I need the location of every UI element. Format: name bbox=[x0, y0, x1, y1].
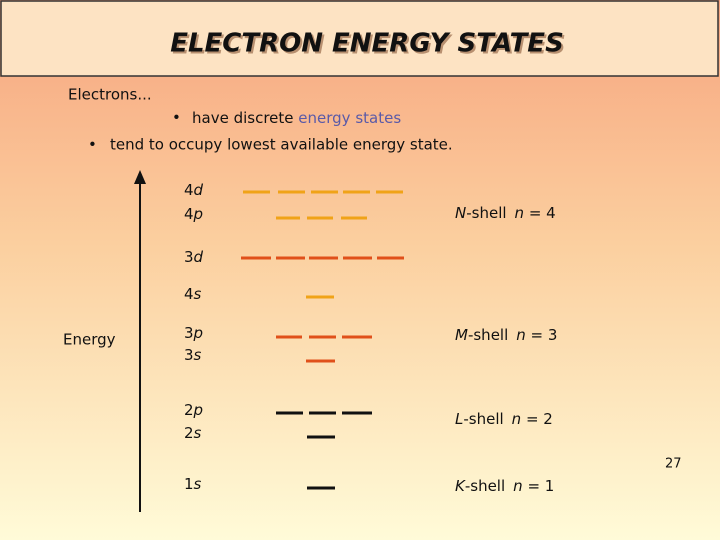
level-label: 4d bbox=[184, 181, 204, 199]
principal: 1 bbox=[184, 475, 194, 493]
subshell: d bbox=[194, 248, 204, 266]
principal: 3 bbox=[184, 324, 194, 342]
bullet-text: tend to occupy lowest available energy s… bbox=[110, 136, 453, 154]
axis-label: Energy bbox=[63, 331, 116, 349]
orbitals bbox=[241, 190, 404, 490]
subshell: p bbox=[193, 205, 204, 223]
subshell: s bbox=[194, 424, 202, 442]
subshell: s bbox=[194, 475, 202, 493]
level-label: 4p bbox=[184, 205, 203, 223]
shell-label: K-shell n = 1 bbox=[455, 477, 554, 495]
principal: 2 bbox=[184, 424, 194, 442]
principal: 2 bbox=[184, 401, 194, 419]
bullet: • bbox=[172, 109, 181, 127]
page-number: 27 bbox=[665, 457, 682, 472]
principal: 4 bbox=[184, 285, 194, 303]
level-label: 3p bbox=[184, 324, 203, 342]
arrow-head bbox=[134, 170, 146, 184]
quantum-var: n bbox=[515, 204, 525, 222]
shell-letter: N bbox=[455, 204, 466, 222]
subshell: p bbox=[193, 324, 204, 342]
subshell: d bbox=[194, 181, 204, 199]
principal: 3 bbox=[184, 346, 194, 364]
shell-letter: K bbox=[455, 477, 466, 495]
level-label: 2p bbox=[184, 401, 203, 419]
quantum-var: n bbox=[516, 326, 526, 344]
shell-label: N-shell n = 4 bbox=[455, 204, 556, 222]
shell-suffix: -shell bbox=[465, 477, 505, 495]
quantum-eq: = 2 bbox=[521, 410, 553, 428]
shell-suffix: -shell bbox=[466, 204, 506, 222]
bullet: • bbox=[88, 136, 97, 154]
quantum-eq: = 1 bbox=[523, 477, 555, 495]
subshell: p bbox=[193, 401, 204, 419]
text: have discrete bbox=[192, 109, 298, 127]
shell-suffix: -shell bbox=[468, 326, 508, 344]
principal: 3 bbox=[184, 248, 194, 266]
quantum-var: n bbox=[513, 477, 523, 495]
principal: 4 bbox=[184, 181, 194, 199]
highlight: energy states bbox=[298, 109, 401, 127]
quantum-eq: = 4 bbox=[524, 204, 556, 222]
shell-label: L-shell n = 2 bbox=[455, 410, 553, 428]
level-label: 4s bbox=[184, 285, 202, 303]
title-shadow: ELECTRON ENERGY STATES bbox=[172, 31, 566, 61]
title: ELECTRON ENERGY STATES bbox=[170, 29, 564, 59]
shell-letter: L bbox=[455, 410, 463, 428]
quantum-eq: = 3 bbox=[526, 326, 558, 344]
bullet-text: have discrete energy states bbox=[192, 109, 401, 127]
principal: 4 bbox=[184, 205, 194, 223]
subshell: s bbox=[194, 285, 202, 303]
shell-labels: N-shell n = 4M-shell n = 3L-shell n = 2K-sh… bbox=[455, 204, 557, 495]
level-label: 1s bbox=[184, 475, 202, 493]
title-box bbox=[0, 0, 719, 77]
subshell: s bbox=[194, 346, 202, 364]
level-label: 2s bbox=[184, 424, 202, 442]
shell-label: M-shell n = 3 bbox=[455, 326, 557, 344]
shell-suffix: -shell bbox=[463, 410, 503, 428]
level-label: 3d bbox=[184, 248, 204, 266]
intro: Electrons... bbox=[68, 86, 152, 104]
quantum-var: n bbox=[512, 410, 522, 428]
shell-letter: M bbox=[455, 326, 468, 344]
level-label: 3s bbox=[184, 346, 202, 364]
